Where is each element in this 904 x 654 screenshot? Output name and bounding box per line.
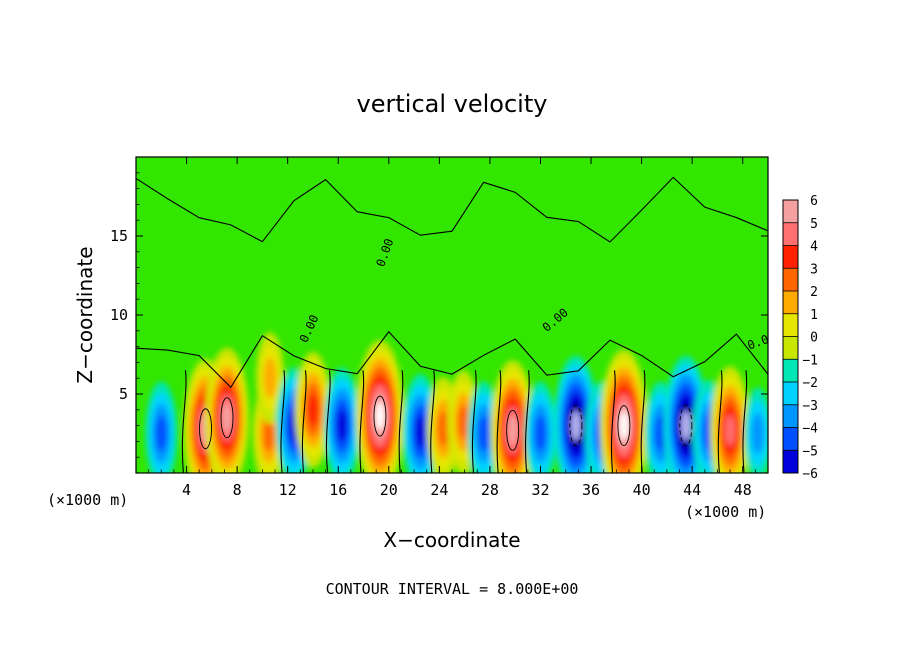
colorbar-label: 2 [810,285,818,300]
colorbar-segment [783,291,798,314]
zero-contour [610,370,616,473]
inner-contour [617,405,631,447]
colorbar-segment [783,245,798,269]
x-tick-label: 28 [481,481,499,499]
colorbar-segment [783,336,798,360]
y-axis-ticks: 5 10 15 [110,172,768,458]
colorbar-segment [783,268,798,291]
zero-contour [471,370,477,473]
x-tick-label: 48 [734,481,752,499]
colorbar-label: −5 [802,444,818,459]
colorbar-label: −4 [802,422,818,437]
colorbar-segment [783,427,798,451]
y-tick-label: 5 [119,385,128,403]
velocity-cell [663,355,708,473]
x-tick-label: 16 [329,481,347,499]
x-tick-label: 44 [683,481,701,499]
velocity-cell [710,366,751,473]
inner-contour [569,405,583,447]
chart-title: vertical velocity [357,90,548,118]
velocity-cell [145,381,178,473]
inner-contour [373,395,387,437]
colorbar-label: 6 [810,194,818,209]
zero-contour [136,176,768,243]
velocity-cell [355,340,404,473]
velocity-cell [524,381,557,473]
colorbar-segment [783,359,798,382]
x-tick-label: 12 [279,481,297,499]
x-tick-label: 36 [582,481,600,499]
x-unit-left: (×1000 m) [47,491,128,509]
inner-contour [199,408,212,450]
x-axis-label: X−coordinate [383,528,520,552]
zero-contour [136,330,768,389]
x-axis-ticks: 4 8 12 16 20 24 28 32 36 40 44 48 [148,157,756,499]
velocity-cell [743,387,768,473]
inner-contour [220,397,234,439]
colorbar-segment [783,200,798,223]
y-tick-label: 15 [110,227,128,245]
zero-contour [742,370,748,473]
colorbar-segment [783,313,798,337]
velocity-cell [205,347,250,473]
zero-contour [301,370,307,473]
velocity-cell [294,351,331,468]
velocity-field [145,332,768,473]
x-tick-label: 24 [430,481,448,499]
y-axis-label: Z−coordinate [73,246,97,383]
x-tick-label: 20 [380,481,398,499]
colorbar-label: 0 [810,331,818,346]
zero-contour [359,370,365,473]
zero-contour [325,370,331,473]
zero-contour [430,370,435,473]
colorbar-label: −3 [802,399,818,414]
y-tick-label: 10 [110,306,128,324]
colorbar-label: 1 [810,308,818,323]
velocity-cell [324,367,361,473]
colorbar-label: −6 [802,467,818,482]
colorbar-label: −2 [802,376,818,391]
colorbar-segment [783,382,798,405]
plot-area: 0.000.000.000.00 [136,157,768,473]
x-tick-label: 4 [182,481,191,499]
colorbar-segment [783,222,798,246]
velocity-cell [255,332,284,425]
colorbar-segment [783,404,798,428]
inner-contour [506,409,520,451]
colorbar-segment [783,450,798,473]
velocity-cell [490,360,535,473]
inner-contour [679,405,693,447]
contour-interval-note: CONTOUR INTERVAL = 8.000E+00 [326,580,579,598]
colorbar-label: 3 [810,262,818,277]
zero-contour [496,370,502,473]
zero-contour [398,370,404,473]
velocity-cell [402,373,439,473]
colorbar-label: 5 [810,217,818,232]
velocity-cell [599,349,648,473]
x-tick-label: 32 [531,481,549,499]
zero-contour [524,370,530,473]
x-tick-label: 40 [633,481,651,499]
zero-contour [280,370,286,473]
contour-lines [136,176,768,473]
colorbar-label: −1 [802,353,818,368]
zero-contour [717,370,723,473]
zero-contour [181,370,187,473]
zero-contour [640,370,646,473]
x-unit-right: (×1000 m) [685,503,766,521]
x-tick-label: 8 [233,481,242,499]
velocity-cell [553,355,598,473]
colorbar-label: 4 [810,240,818,255]
colorbar: 6 5 4 3 2 1 0 −1 −2 −3 −4 −5 −6 [782,194,818,482]
